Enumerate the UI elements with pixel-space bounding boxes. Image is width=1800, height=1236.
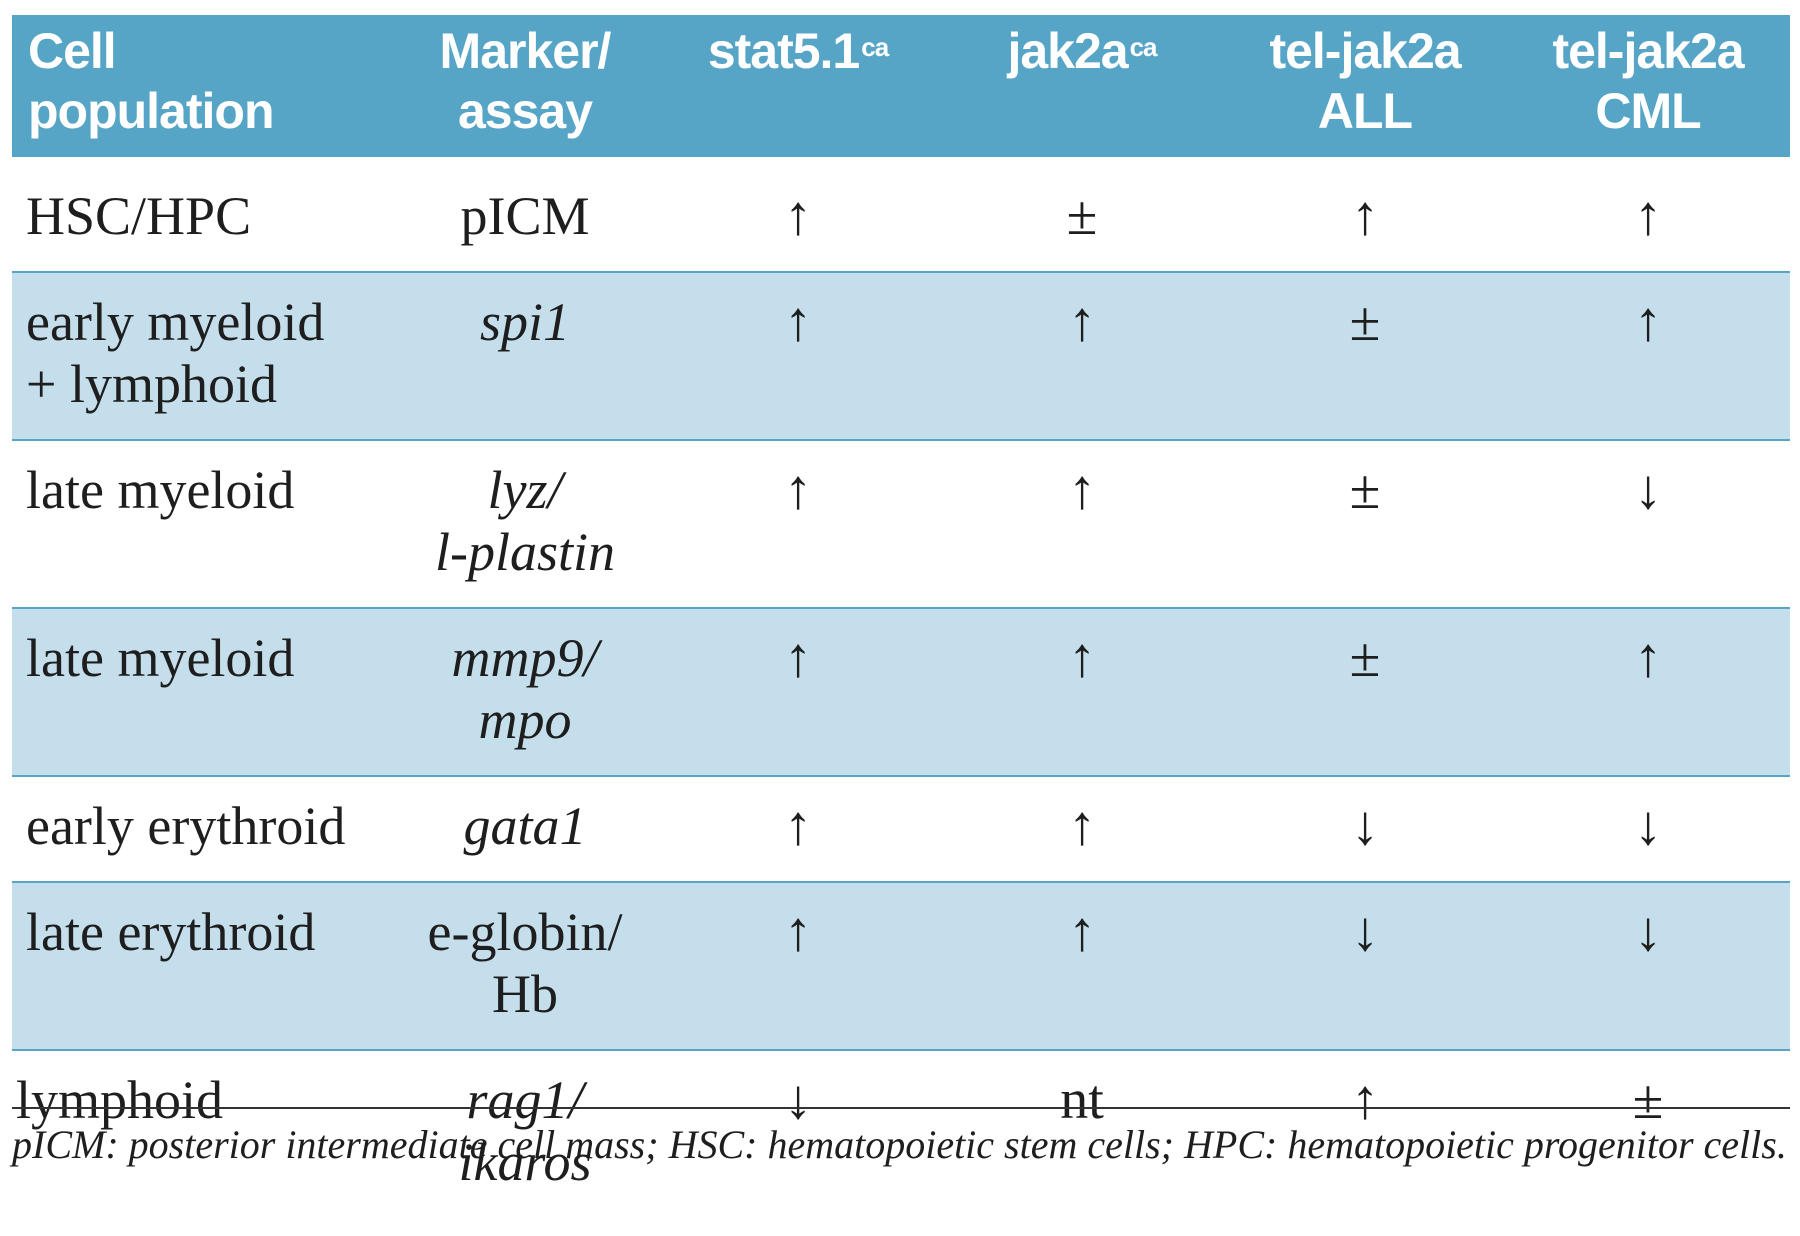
table-footnote: pICM: posterior intermediate cell mass; … (12, 1122, 1787, 1167)
cell-jak2a: ± (940, 157, 1224, 273)
cell-jak2a: ↑ (940, 272, 1224, 441)
cell-population: late erythroid (12, 882, 394, 1051)
table-row: late myeloid mmp9/ mpo ↑ ↑ ± ↑ (12, 608, 1790, 777)
footnote-divider (12, 1107, 1790, 1109)
data-table: Cell population Marker/ assay stat5.1ca … (12, 15, 1790, 1221)
table-body: HSC/HPC pICM ↑ ± ↑ ↑ early myeloid + lym… (12, 157, 1790, 1221)
table-header-row: Cell population Marker/ assay stat5.1ca … (12, 15, 1790, 157)
cell-population: late myeloid (12, 608, 394, 777)
header-cell-population: Cell population (28, 23, 275, 139)
cell-tel-jak2a-all: ± (1224, 440, 1506, 609)
header-cell-stat5: stat5.1ca (707, 23, 889, 79)
cell-population: HSC/HPC (12, 157, 394, 273)
cell-jak2a: nt (1060, 1069, 1104, 1131)
cell-tel-jak2a-cml: ↑ (1506, 272, 1790, 441)
header-cell-marker: Marker/ assay (439, 23, 612, 139)
cell-marker: gata1 (394, 776, 656, 883)
cell-tel-jak2a-cml: ↑ (1506, 608, 1790, 777)
cell-stat5: ↓ (784, 1069, 812, 1131)
cell-marker: e-globin/ Hb (394, 882, 656, 1051)
cell-stat5: ↑ (656, 272, 940, 441)
cell-population: early myeloid + lymphoid (12, 272, 394, 441)
cell-tel-jak2a-cml: ↓ (1506, 776, 1790, 883)
table-row: HSC/HPC pICM ↑ ± ↑ ↑ (12, 157, 1790, 273)
table-row: early myeloid + lymphoid spi1 ↑ ↑ ± ↑ (12, 272, 1790, 441)
cell-tel-jak2a-cml: ↓ (1506, 440, 1790, 609)
cell-population: early erythroid (12, 776, 394, 883)
cell-marker: lyz/ l-plastin (394, 440, 656, 609)
cell-marker: spi1 (394, 272, 656, 441)
cell-tel-jak2a-all: ± (1224, 272, 1506, 441)
cell-stat5: ↑ (656, 882, 940, 1051)
table-row: early erythroid gata1 ↑ ↑ ↓ ↓ (12, 776, 1790, 883)
cell-tel-jak2a-cml: ↓ (1506, 882, 1790, 1051)
cell-jak2a: ↑ (940, 440, 1224, 609)
cell-stat5: ↑ (656, 608, 940, 777)
cell-tel-jak2a-all: ↑ (1351, 1069, 1379, 1131)
cell-jak2a: ↑ (940, 608, 1224, 777)
cell-marker: mmp9/ mpo (394, 608, 656, 777)
table-row: late myeloid lyz/ l-plastin ↑ ↑ ± ↓ (12, 440, 1790, 609)
cell-jak2a: ↑ (940, 776, 1224, 883)
cell-tel-jak2a-all: ↓ (1224, 882, 1506, 1051)
cell-marker: rag1/ ikaros (458, 1070, 592, 1192)
cell-stat5: ↑ (656, 157, 940, 273)
data-table-container: Cell population Marker/ assay stat5.1ca … (12, 15, 1790, 1221)
cell-stat5: ↑ (656, 440, 940, 609)
cell-tel-jak2a-all: ↓ (1224, 776, 1506, 883)
header-cell-tel-jak2a-cml: tel-jak2a CML (1552, 23, 1744, 139)
table-row: lymphoid rag1/ ikaros ↓ nt ↑ ± (12, 1050, 1790, 1221)
cell-population: lymphoid (16, 1070, 224, 1130)
header-cell-tel-jak2a-all: tel-jak2a ALL (1269, 23, 1461, 139)
cell-population: late myeloid (12, 440, 394, 609)
header-cell-jak2a: jak2aca (1007, 23, 1157, 79)
cell-marker: pICM (394, 157, 656, 273)
cell-tel-jak2a-cml: ↑ (1506, 157, 1790, 273)
cell-tel-jak2a-cml: ± (1632, 1069, 1664, 1131)
cell-jak2a: ↑ (940, 882, 1224, 1051)
cell-stat5: ↑ (656, 776, 940, 883)
cell-tel-jak2a-all: ↑ (1224, 157, 1506, 273)
cell-tel-jak2a-all: ± (1224, 608, 1506, 777)
table-row: late erythroid e-globin/ Hb ↑ ↑ ↓ ↓ (12, 882, 1790, 1051)
